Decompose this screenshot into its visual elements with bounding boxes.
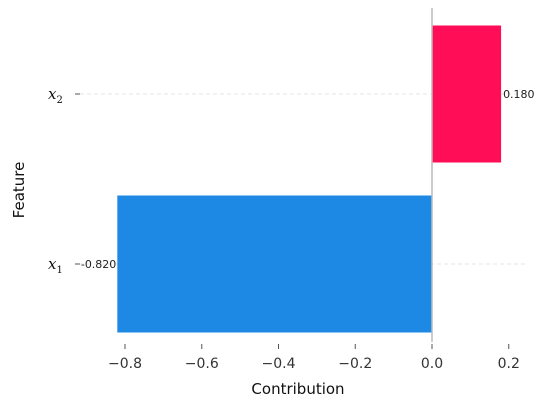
y-axis-title: Feature <box>10 162 28 219</box>
x-tick-label-1: −0.6 <box>185 356 219 372</box>
value-label-x1: -0.820 <box>81 258 116 271</box>
x-axis: −0.8 −0.6 −0.4 −0.2 0.0 0.2 <box>108 344 520 372</box>
x-tick-label-2: −0.4 <box>262 356 296 372</box>
x-tick-label-3: −0.2 <box>338 356 372 372</box>
bars <box>117 25 502 333</box>
x-tick-label-4: 0.0 <box>421 356 443 372</box>
x-tick-label-5: 0.2 <box>498 356 520 372</box>
bar-x1 <box>117 195 432 333</box>
bar-x2 <box>432 25 502 163</box>
y-tick-label-x1: x1 <box>48 255 63 276</box>
value-label-x2: 0.180 <box>503 88 535 101</box>
value-labels: 0.180 -0.820 <box>81 88 535 271</box>
x-tick-label-0: −0.8 <box>108 356 142 372</box>
y-axis: x2 x1 <box>48 85 80 276</box>
x-axis-title: Contribution <box>251 380 344 398</box>
y-tick-label-x2: x2 <box>48 85 63 106</box>
